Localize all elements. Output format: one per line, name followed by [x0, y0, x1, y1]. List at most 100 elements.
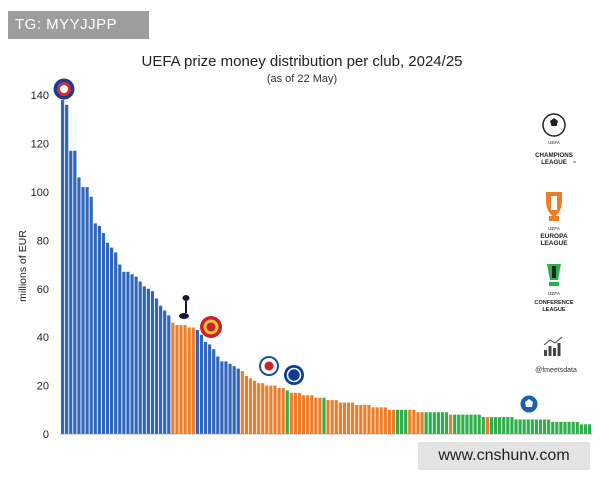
bar [334, 400, 338, 434]
bar [244, 375, 248, 434]
bar [285, 390, 289, 434]
bar [534, 419, 539, 434]
bar [453, 414, 457, 434]
cl-name-line2: LEAGUE [541, 159, 567, 166]
bar [387, 409, 391, 434]
bar [444, 412, 449, 434]
bar [301, 395, 306, 434]
bar [212, 349, 216, 434]
bar [191, 327, 195, 434]
conference-league-logo: UEFA CONFERENCE LEAGUE [534, 264, 574, 313]
bar [485, 417, 489, 434]
bar [265, 385, 269, 434]
bar [73, 150, 77, 434]
bar [400, 409, 404, 434]
bar [146, 288, 150, 434]
bar [330, 400, 334, 434]
bar [391, 409, 396, 434]
bar [440, 412, 445, 434]
bar [310, 395, 314, 434]
bar [281, 388, 285, 434]
bar [449, 414, 453, 434]
bar [526, 419, 530, 434]
bar [359, 404, 363, 434]
bar [379, 407, 383, 434]
bar [502, 417, 506, 434]
bar [326, 400, 330, 434]
y-tick-label: 80 [37, 235, 49, 247]
bar [412, 409, 416, 434]
bar [171, 322, 175, 434]
bar [469, 414, 473, 434]
bar [506, 417, 510, 434]
bar [167, 315, 171, 434]
bar [114, 252, 118, 434]
bar [579, 424, 583, 434]
bar [85, 187, 89, 434]
el-name-line1: EUROPA [540, 233, 568, 240]
bar [571, 421, 575, 434]
credit: @fmeetsdata [535, 336, 577, 374]
bar [318, 397, 322, 434]
y-tick-label: 20 [37, 381, 49, 393]
bar [232, 366, 236, 434]
bar [183, 325, 187, 434]
chart-title: UEFA prize money distribution per club, … [141, 53, 462, 70]
bar [277, 388, 281, 434]
champions-league-logo: UEFA CHAMPIONS LEAGUE ™ [535, 113, 576, 166]
bar [465, 414, 469, 434]
chart-subtitle: (as of 22 May) [267, 73, 337, 85]
bar [261, 383, 265, 434]
bar [420, 412, 424, 434]
bar [587, 424, 592, 434]
bar [134, 276, 138, 434]
watermark-bottom: www.cnshunv.com [418, 442, 590, 470]
y-axis-label: millions of EUR [17, 230, 29, 302]
bar [69, 150, 73, 434]
bar [159, 305, 163, 434]
bar [342, 402, 347, 434]
bar [371, 407, 375, 434]
bar-chart-icon [543, 336, 563, 356]
y-tick-label: 140 [31, 90, 49, 102]
bar [363, 404, 367, 434]
chelsea-badge-icon [284, 365, 304, 385]
bar [297, 392, 302, 434]
bar [97, 225, 101, 434]
bar [395, 409, 400, 434]
bar [289, 392, 293, 434]
cl-uefa-text: UEFA [548, 140, 560, 145]
bar [65, 104, 69, 434]
bar [547, 419, 551, 434]
bar [575, 421, 579, 434]
ecl-name-line2: LEAGUE [542, 307, 566, 313]
bar [338, 402, 342, 434]
manchester-united-badge-icon [200, 316, 222, 338]
bar [220, 361, 224, 434]
bar [163, 310, 167, 434]
bar [138, 281, 142, 434]
y-tick-label: 0 [43, 429, 49, 441]
ecl-name-line1: CONFERENCE [534, 300, 573, 306]
bar [346, 402, 351, 434]
bar [408, 409, 412, 434]
bars [61, 99, 592, 434]
bar [257, 383, 261, 434]
bar [551, 421, 555, 434]
ecl-uefa-text: UEFA [548, 291, 560, 296]
bar [77, 177, 81, 434]
bar [118, 264, 122, 434]
bar [81, 187, 85, 434]
bar [199, 334, 204, 434]
bar [555, 421, 559, 434]
el-uefa-text: UEFA [548, 226, 560, 231]
bar [89, 196, 93, 434]
bar [567, 421, 571, 434]
y-tick-label: 120 [31, 139, 49, 151]
bar [559, 421, 563, 434]
psg-badge-icon [53, 78, 75, 100]
bar [489, 417, 494, 434]
bar [518, 419, 522, 434]
bar [150, 291, 155, 434]
